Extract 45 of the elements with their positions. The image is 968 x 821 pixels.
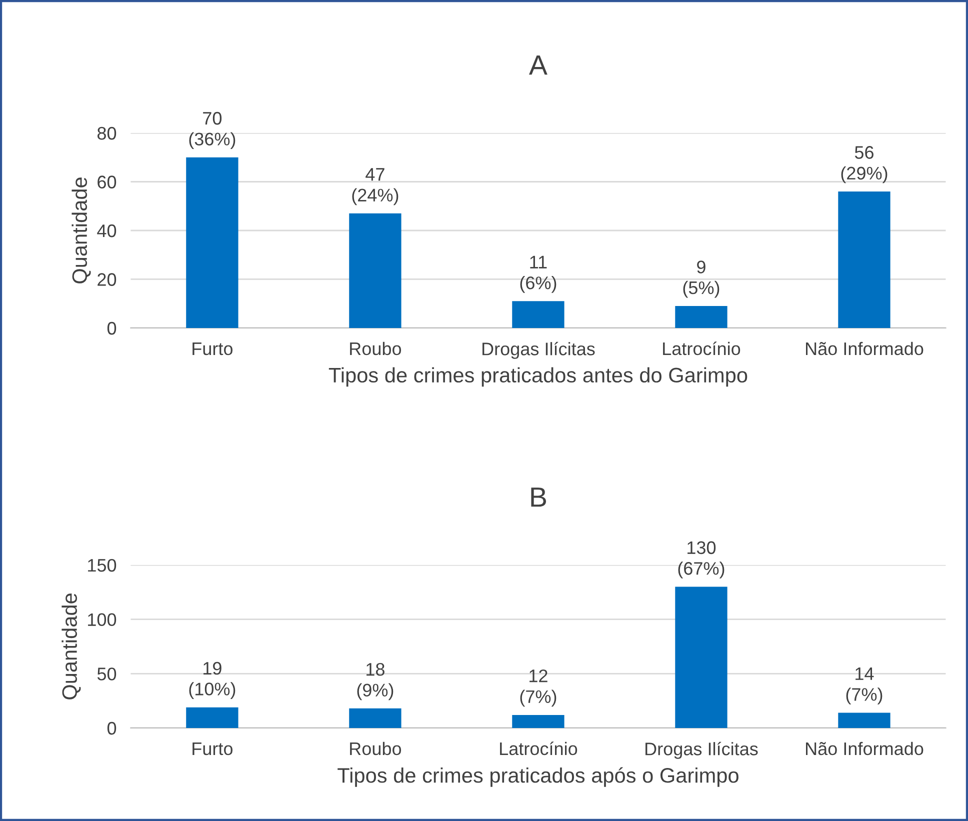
- x-tick-label: Furto: [192, 342, 232, 356]
- y-tick-label: 150: [88, 558, 116, 572]
- data-label: 18 (9%): [357, 662, 394, 700]
- x-tick-label: Latrocínio: [500, 742, 578, 756]
- bar: [512, 714, 564, 728]
- chart-title: B: [531, 488, 546, 507]
- x-tick-label: Não Informado: [806, 742, 924, 756]
- data-label: 14 (7%): [846, 668, 882, 704]
- data-label: 9 (5%): [683, 260, 720, 298]
- bar: [349, 213, 402, 328]
- y-tick-label: 20: [98, 273, 116, 286]
- data-label: 130 (67%): [678, 541, 724, 578]
- data-label: 47 (24%): [352, 168, 398, 206]
- data-label: 12 (7%): [520, 670, 556, 707]
- x-tick-label: Latrocínio: [663, 342, 740, 356]
- x-axis-title: Tipos de crimes praticados antes do Garimpo: [328, 367, 748, 387]
- data-label: 70 (36%): [189, 112, 236, 150]
- x-tick-label: Roubo: [350, 742, 402, 756]
- chart-title: A: [529, 56, 548, 75]
- x-tick-label: Furto: [192, 742, 232, 756]
- data-label: 11 (6%): [520, 256, 556, 293]
- bar: [838, 712, 890, 728]
- y-axis-title: Quantidade: [72, 178, 91, 284]
- y-tick-label: 60: [98, 176, 116, 188]
- bar: [186, 707, 238, 728]
- y-tick-label: 40: [97, 224, 116, 238]
- bar: [512, 301, 564, 328]
- bar: [838, 192, 890, 328]
- y-tick-label: 0: [107, 722, 116, 735]
- data-label: 56 (29%): [841, 146, 888, 184]
- x-axis-title: Tipos de crimes praticados após o Garimpo: [338, 767, 738, 787]
- x-tick-label: Drogas Ilícitas: [646, 742, 758, 759]
- y-tick-label: 0: [107, 322, 116, 335]
- bar: [675, 586, 728, 728]
- x-tick-label: Roubo: [350, 342, 402, 356]
- x-tick-label: Não Informado: [806, 342, 924, 356]
- bar: [186, 157, 238, 328]
- bar: [675, 306, 728, 328]
- x-tick-label: Drogas Ilícitas: [482, 342, 595, 359]
- data-label: 19 (10%): [189, 662, 236, 699]
- y-tick-label: 50: [97, 668, 116, 680]
- y-tick-label: 80: [97, 126, 116, 140]
- bar: [349, 708, 402, 728]
- y-axis-title: Quantidade: [62, 594, 81, 700]
- y-tick-label: 100: [88, 613, 116, 626]
